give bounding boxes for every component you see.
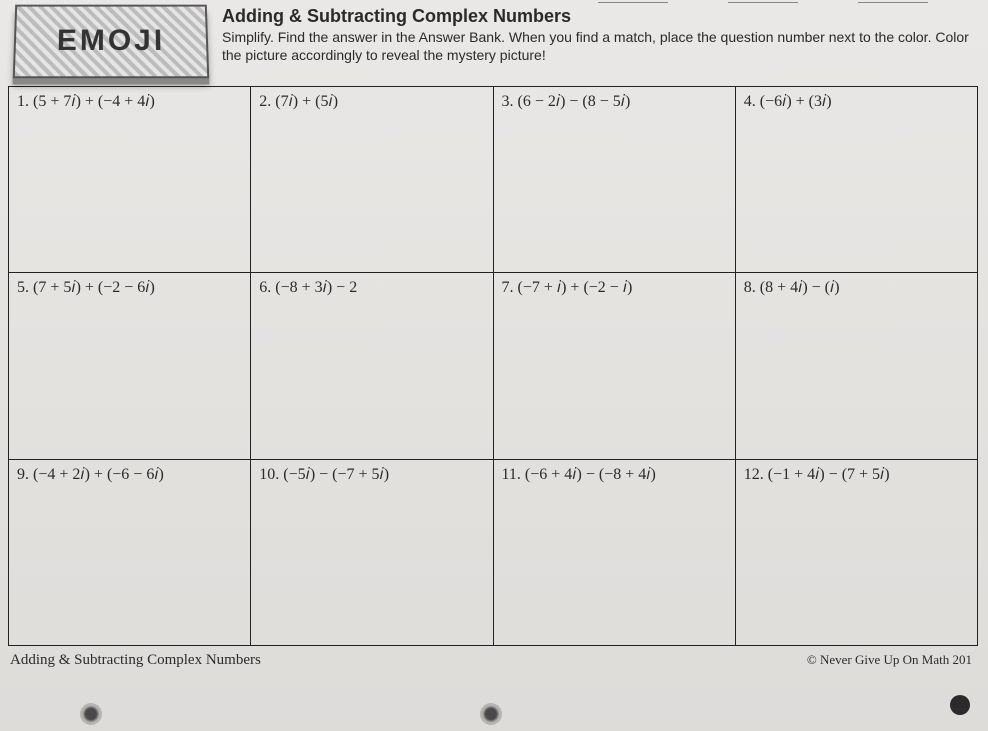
qnum: 1.	[17, 93, 29, 110]
qnum: 12.	[744, 466, 764, 483]
cell-11: 11. (−6 + 4𝑖) − (−8 + 4𝑖)	[493, 459, 735, 645]
expr: (−4 + 2𝑖) + (−6 − 6𝑖)	[33, 466, 164, 483]
qnum: 5.	[17, 279, 29, 296]
cell-5: 5. (7 + 5𝑖) + (−2 − 6𝑖)	[9, 273, 251, 459]
header-fields	[598, 0, 928, 6]
expr: (7 + 5𝑖) + (−2 − 6𝑖)	[33, 279, 155, 296]
footer-copyright: © Never Give Up On Math 201	[807, 652, 972, 669]
qnum: 7.	[502, 279, 514, 296]
qnum: 11.	[502, 466, 521, 483]
cell-12: 12. (−1 + 4𝑖) − (7 + 5𝑖)	[735, 459, 977, 645]
cell-1: 1. (5 + 7𝑖) + (−4 + 4𝑖)	[9, 87, 251, 273]
worksheet-page: EMOJI Adding & Subtracting Complex Numbe…	[0, 0, 988, 731]
header-text: Adding & Subtracting Complex Numbers Sim…	[222, 4, 972, 64]
expr: (−6𝑖) + (3𝑖)	[760, 93, 832, 110]
footer: Adding & Subtracting Complex Numbers © N…	[8, 646, 978, 669]
footer-left: Adding & Subtracting Complex Numbers	[10, 652, 261, 669]
header: EMOJI Adding & Subtracting Complex Numbe…	[8, 0, 978, 86]
cell-6: 6. (−8 + 3𝑖) − 2	[251, 273, 493, 459]
expr: (−6 + 4𝑖) − (−8 + 4𝑖)	[525, 466, 656, 483]
qnum: 6.	[259, 279, 271, 296]
cell-4: 4. (−6𝑖) + (3𝑖)	[735, 87, 977, 273]
date-field	[728, 0, 798, 6]
name-field	[598, 0, 668, 6]
qnum: 10.	[259, 466, 279, 483]
expr: (7𝑖) + (5𝑖)	[275, 93, 338, 110]
qnum: 3.	[502, 93, 514, 110]
cell-3: 3. (6 − 2𝑖) − (8 − 5𝑖)	[493, 87, 735, 273]
instructions: Simplify. Find the answer in the Answer …	[222, 29, 972, 64]
cell-2: 2. (7𝑖) + (5𝑖)	[251, 87, 493, 273]
punch-hole-icon	[480, 703, 502, 725]
expr: (6 − 2𝑖) − (8 − 5𝑖)	[518, 93, 631, 110]
page-title: Adding & Subtracting Complex Numbers	[222, 6, 972, 27]
period-field	[858, 0, 928, 6]
emoji-logo: EMOJI	[13, 5, 210, 79]
expr: (−5𝑖) − (−7 + 5𝑖)	[283, 466, 389, 483]
cell-10: 10. (−5𝑖) − (−7 + 5𝑖)	[251, 459, 493, 645]
qnum: 9.	[17, 466, 29, 483]
punch-hole-icon	[80, 703, 102, 725]
cell-8: 8. (8 + 4𝑖) − (𝑖)	[735, 273, 977, 459]
qnum: 2.	[259, 93, 271, 110]
expr: (−1 + 4𝑖) − (7 + 5𝑖)	[768, 466, 890, 483]
problem-grid: 1. (5 + 7𝑖) + (−4 + 4𝑖) 2. (7𝑖) + (5𝑖) 3…	[8, 86, 978, 646]
qnum: 8.	[744, 279, 756, 296]
cell-9: 9. (−4 + 2𝑖) + (−6 − 6𝑖)	[9, 459, 251, 645]
qnum: 4.	[744, 93, 756, 110]
expr: (−8 + 3𝑖) − 2	[275, 279, 357, 296]
expr: (−7 + 𝑖) + (−2 − 𝑖)	[518, 279, 633, 296]
cell-7: 7. (−7 + 𝑖) + (−2 − 𝑖)	[493, 273, 735, 459]
punch-hole-icon	[950, 695, 970, 715]
expr: (5 + 7𝑖) + (−4 + 4𝑖)	[33, 93, 155, 110]
expr: (8 + 4𝑖) − (𝑖)	[760, 279, 840, 296]
